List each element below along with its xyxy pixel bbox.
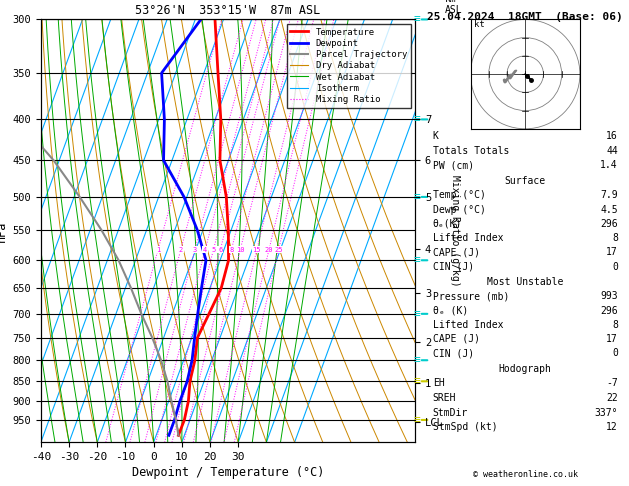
Text: ≡: ≡ (413, 309, 420, 319)
Text: 44: 44 (606, 146, 618, 156)
Text: 0: 0 (612, 261, 618, 272)
Text: 12: 12 (606, 422, 618, 432)
Y-axis label: hPa: hPa (0, 220, 8, 242)
Text: StmSpd (kt): StmSpd (kt) (433, 422, 498, 432)
Text: θₑ(K): θₑ(K) (433, 219, 462, 229)
Text: θₑ (K): θₑ (K) (433, 306, 468, 315)
Text: 4.5: 4.5 (600, 205, 618, 215)
Title: 53°26'N  353°15'W  87m ASL: 53°26'N 353°15'W 87m ASL (135, 4, 321, 17)
Text: ≡: ≡ (413, 15, 420, 24)
Text: EH: EH (433, 379, 444, 388)
Text: Dewp (°C): Dewp (°C) (433, 205, 486, 215)
Text: ≡: ≡ (413, 355, 420, 365)
Text: 2: 2 (179, 247, 183, 253)
Text: 4: 4 (203, 247, 208, 253)
X-axis label: Dewpoint / Temperature (°C): Dewpoint / Temperature (°C) (132, 466, 324, 479)
Text: 20: 20 (265, 247, 273, 253)
Text: kt: kt (474, 20, 485, 29)
Text: CAPE (J): CAPE (J) (433, 247, 480, 257)
Text: Lifted Index: Lifted Index (433, 233, 503, 243)
Text: 3: 3 (192, 247, 197, 253)
Text: ≡: ≡ (413, 415, 420, 425)
Text: CIN (J): CIN (J) (433, 261, 474, 272)
Legend: Temperature, Dewpoint, Parcel Trajectory, Dry Adiabat, Wet Adiabat, Isotherm, Mi: Temperature, Dewpoint, Parcel Trajectory… (287, 24, 411, 108)
Text: K: K (433, 131, 438, 141)
Text: SREH: SREH (433, 393, 456, 403)
Text: Pressure (mb): Pressure (mb) (433, 291, 509, 301)
Text: 15: 15 (253, 247, 261, 253)
Text: ≡: ≡ (413, 192, 420, 202)
Text: Hodograph: Hodograph (499, 364, 552, 374)
Text: 22: 22 (606, 393, 618, 403)
Text: 7.9: 7.9 (600, 191, 618, 200)
Text: ≡: ≡ (413, 376, 420, 386)
Text: PW (cm): PW (cm) (433, 160, 474, 170)
Text: 5: 5 (211, 247, 216, 253)
Text: 1: 1 (156, 247, 160, 253)
Text: Surface: Surface (504, 176, 546, 186)
Text: © weatheronline.co.uk: © weatheronline.co.uk (473, 469, 577, 479)
Text: 1.4: 1.4 (600, 160, 618, 170)
Text: 16: 16 (606, 131, 618, 141)
Text: StmDir: StmDir (433, 408, 468, 417)
Text: ≡: ≡ (413, 255, 420, 265)
Text: 25.04.2024  18GMT  (Base: 06): 25.04.2024 18GMT (Base: 06) (427, 12, 623, 22)
Text: 8: 8 (612, 320, 618, 330)
Text: 25: 25 (274, 247, 283, 253)
Text: 10: 10 (236, 247, 245, 253)
Text: Totals Totals: Totals Totals (433, 146, 509, 156)
Text: 17: 17 (606, 247, 618, 257)
Text: km
ASL: km ASL (445, 0, 463, 15)
Text: -7: -7 (606, 379, 618, 388)
Text: CAPE (J): CAPE (J) (433, 334, 480, 344)
Text: 6: 6 (218, 247, 223, 253)
Text: Temp (°C): Temp (°C) (433, 191, 486, 200)
Text: 17: 17 (606, 334, 618, 344)
Text: 0: 0 (612, 348, 618, 358)
Text: 8: 8 (612, 233, 618, 243)
Y-axis label: Mixing Ratio (g/kg): Mixing Ratio (g/kg) (450, 175, 460, 287)
Text: 296: 296 (600, 219, 618, 229)
Text: 296: 296 (600, 306, 618, 315)
Text: 993: 993 (600, 291, 618, 301)
Text: ≡: ≡ (413, 114, 420, 124)
Text: CIN (J): CIN (J) (433, 348, 474, 358)
Text: 337°: 337° (594, 408, 618, 417)
Text: Most Unstable: Most Unstable (487, 277, 564, 287)
Text: Lifted Index: Lifted Index (433, 320, 503, 330)
Text: 8: 8 (230, 247, 233, 253)
